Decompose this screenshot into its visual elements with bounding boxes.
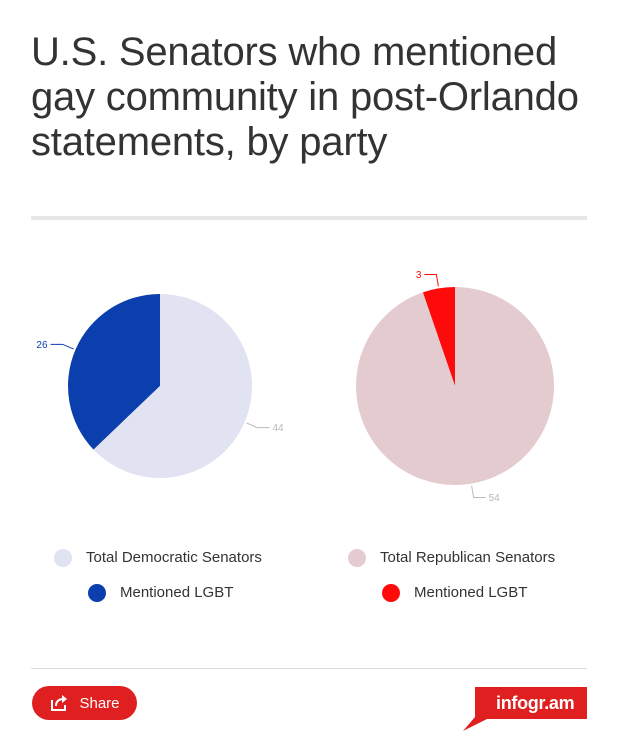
- pie-charts: 26 44 3 54: [36, 270, 554, 504]
- legend-swatch-dem-total: [54, 548, 72, 567]
- legend-item-rep-lgbt: Mentioned LGBT: [348, 575, 555, 610]
- legend-democratic: Total Democratic Senators Mentioned LGBT: [54, 540, 262, 610]
- pie-slice-dem-lgbt: [67, 294, 160, 450]
- logo-flag-icon: [463, 687, 587, 731]
- legend-label-rep-lgbt: Mentioned LGBT: [414, 584, 528, 601]
- legend-item-dem-lgbt: Mentioned LGBT: [54, 575, 262, 610]
- share-button[interactable]: Share: [32, 686, 137, 720]
- legend-label-rep-total: Total Republican Senators: [380, 549, 556, 566]
- chart-title: U.S. Senators who mentioned gay communit…: [31, 30, 579, 164]
- legend-label-dem-total: Total Democratic Senators: [86, 549, 262, 566]
- share-icon: [51, 695, 68, 711]
- leader-line-rep-total: [471, 485, 486, 498]
- legend-label-dem-lgbt: Mentioned LGBT: [120, 584, 234, 601]
- pie-slice-dem-total: [93, 294, 252, 478]
- leader-line-rep-lgbt: [424, 274, 439, 287]
- brand-label: infogr.am: [496, 693, 575, 713]
- legend-swatch-rep-lgbt: [382, 583, 400, 602]
- legend-republican: Total Republican Senators Mentioned LGBT: [348, 540, 555, 610]
- legend-item-dem-total: Total Democratic Senators: [54, 540, 262, 575]
- title-divider: [31, 216, 587, 220]
- pie-slice-rep-total: [355, 287, 554, 485]
- leader-line-dem-total: [246, 422, 270, 429]
- leader-line-dem-lgbt: [50, 343, 74, 350]
- data-label-rep-lgbt: 3: [416, 270, 422, 281]
- share-label: Share: [79, 694, 120, 712]
- pie-slice-rep-lgbt: [422, 287, 455, 386]
- legend-swatch-rep-total: [348, 548, 366, 567]
- infogram-logo[interactable]: infogr.am: [463, 687, 587, 731]
- data-label-dem-total: 44: [272, 423, 284, 434]
- data-label-dem-lgbt: 26: [36, 340, 48, 351]
- footer-divider: [31, 668, 587, 669]
- legend-item-rep-total: Total Republican Senators: [348, 540, 555, 575]
- data-label-rep-total: 54: [489, 493, 501, 504]
- legend-swatch-dem-lgbt: [88, 583, 106, 602]
